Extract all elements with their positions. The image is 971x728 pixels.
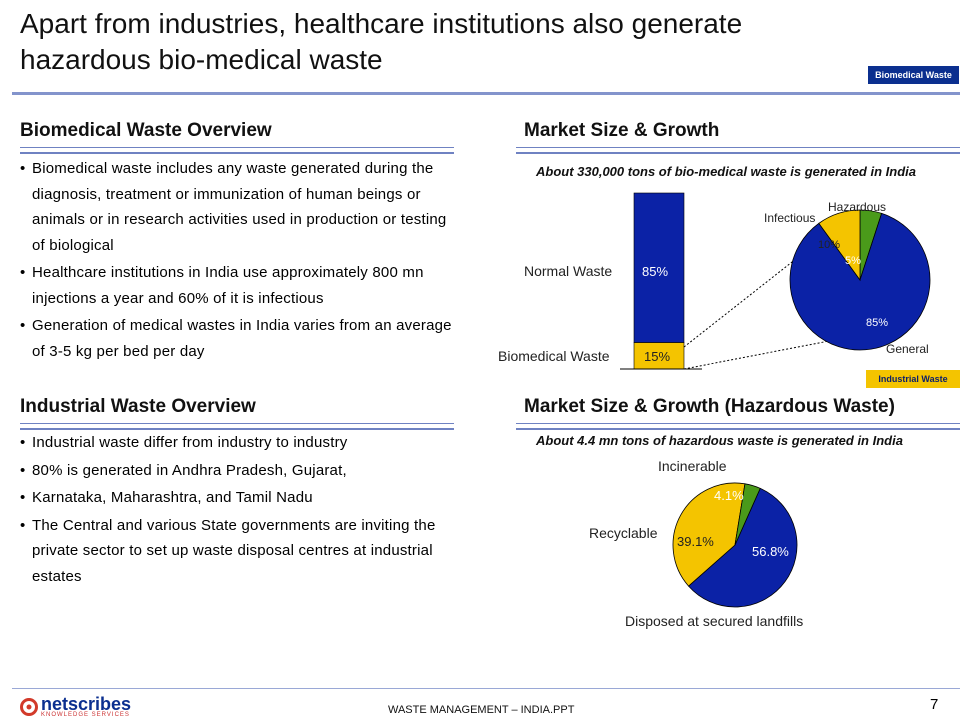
logo-text: netscribes — [41, 694, 132, 714]
market-size-subtitle: About 330,000 tons of bio-medical waste … — [536, 164, 916, 179]
bar-biomedical-label: Biomedical Waste — [498, 348, 610, 364]
footer-title: WASTE MANAGEMENT – INDIA.PPT — [388, 704, 575, 716]
industrial-overview-heading: Industrial Waste Overview — [20, 396, 256, 417]
pie2-value-landfills: 56.8% — [752, 544, 789, 559]
pie-biomedical — [789, 209, 931, 351]
list-item: Healthcare institutions in India use app… — [20, 260, 454, 311]
pie1-value-infectious: 10% — [818, 239, 840, 251]
pie1-value-general: 85% — [866, 317, 888, 329]
pie-hazardous — [672, 482, 798, 608]
bar-biomedical-waste — [633, 342, 685, 370]
list-item: 80% is generated in Andhra Pradesh, Guja… — [20, 458, 454, 484]
hazardous-divider — [516, 423, 960, 430]
biomedical-charts: 85% 15% Normal Waste Biomedical Waste Ha… — [498, 192, 931, 370]
logo-subtext: KNOWLEDGE SERVICES — [41, 712, 130, 718]
pie-slice-disposed-at-secured-landfills — [688, 487, 798, 608]
pie1-label-hazardous: Hazardous — [828, 200, 886, 214]
bar-normal-waste — [633, 192, 685, 343]
biomedical-bullets: Biomedical waste includes any waste gene… — [20, 156, 454, 366]
list-item: The Central and various State government… — [20, 513, 454, 590]
footer-logo: netscribes KNOWLEDGE SERVICES — [20, 694, 132, 718]
bar-normal-value: 85% — [642, 264, 668, 279]
pie-slice-incinerable — [734, 483, 761, 546]
pie2-label-recyclable: Recyclable — [589, 525, 658, 541]
pie2-label-landfills: Disposed at secured landfills — [625, 613, 803, 629]
pie2-value-incinerable: 4.1% — [714, 488, 744, 503]
industrial-overview-divider — [20, 423, 454, 430]
pie-slice-recyclable — [672, 482, 746, 587]
pie1-label-infectious: Infectious — [764, 211, 815, 225]
industrial-bullets: Industrial waste differ from industry to… — [20, 430, 454, 591]
pie1-label-general: General — [886, 342, 929, 356]
netscribes-logo-icon — [20, 698, 38, 716]
hazardous-subtitle: About 4.4 mn tons of hazardous waste is … — [536, 433, 903, 448]
list-item: Industrial waste differ from industry to… — [20, 430, 454, 456]
biomedical-overview-heading: Biomedical Waste Overview — [20, 120, 272, 141]
pie-slice-general — [789, 212, 931, 351]
list-item: Karnataka, Maharashtra, and Tamil Nadu — [20, 485, 454, 511]
tag-industrial-waste: Industrial Waste — [866, 370, 960, 388]
pie2-label-incinerable: Incinerable — [658, 458, 727, 474]
biomedical-overview-divider — [20, 147, 454, 154]
title-divider — [12, 92, 960, 95]
bar-biomedical-value: 15% — [644, 349, 670, 364]
hazardous-heading: Market Size & Growth (Hazardous Waste) — [524, 396, 895, 417]
market-size-heading: Market Size & Growth — [524, 120, 720, 141]
slide-title: Apart from industries, healthcare instit… — [20, 8, 743, 75]
pie1-value-hazardous: 5% — [845, 255, 861, 267]
page-number: 7 — [930, 696, 939, 713]
footer-divider — [12, 688, 960, 689]
tag-biomedical-waste: Biomedical Waste — [868, 66, 959, 84]
list-item: Generation of medical wastes in India va… — [20, 313, 454, 364]
bar-normal-label: Normal Waste — [524, 263, 612, 279]
hazardous-chart: Incinerable Recyclable Disposed at secur… — [589, 458, 803, 629]
pie-slice-infectious — [818, 209, 861, 282]
list-item: Biomedical waste includes any waste gene… — [20, 156, 454, 258]
pie2-value-recyclable: 39.1% — [677, 534, 714, 549]
market-size-divider — [516, 147, 960, 154]
